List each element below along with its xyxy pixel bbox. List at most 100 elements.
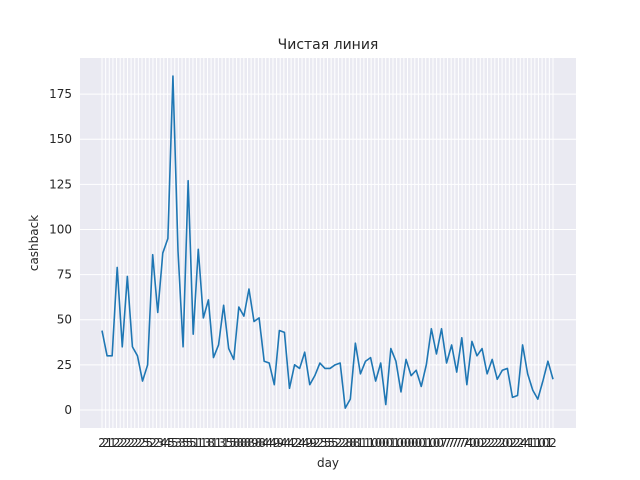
x-tick-label: 9 [276,436,284,450]
x-tick-label: 8 [353,436,361,450]
x-tick-label: 2 [335,436,343,450]
x-tick-label: 4 [262,436,270,450]
y-tick-label: 0 [64,403,72,417]
x-gridlines [101,58,554,428]
x-tick-label: 9 [305,436,313,450]
x-tick-label: 2 [116,436,124,450]
x-tick-label: 2 [313,436,321,450]
x-tick-label: 4 [287,436,295,450]
x-tick-label: 1 [393,436,401,450]
x-tick-label: 5 [324,436,332,450]
x-tick-label: 7 [451,436,459,450]
series-line [101,75,554,409]
x-tick-label: 2 [135,436,143,450]
x-tick-label: 8 [236,436,244,450]
x-tick-label: 1 [200,436,208,450]
x-tick-label: 8 [244,436,252,450]
x-tick-label: 5 [145,436,153,450]
x-tick-label: 2 [495,436,503,450]
x-tick-label: 0 [396,436,404,450]
x-tick-label: 0 [473,436,481,450]
x-tick-label: 2 [513,436,521,450]
x-tick-label: 0 [429,436,437,450]
x-tick-label: 7 [462,436,470,450]
y-gridlines [80,93,576,411]
x-tick-label: 4 [164,436,172,450]
x-tick-label: 0 [542,436,550,450]
chart-title: Чистая линия [278,37,379,53]
x-tick-label: 7 [455,436,463,450]
x-tick-label: 4 [284,436,292,450]
x-tick-label: 4 [160,436,168,450]
y-tick-label: 150 [49,132,72,146]
x-tick-label: 0 [433,436,441,450]
x-tick-label: 4 [269,436,277,450]
x-tick-label: 4 [524,436,532,450]
x-tick-label: 2 [127,436,135,450]
x-tick-label: 8 [240,436,248,450]
x-tick-label: 8 [207,436,215,450]
x-tick-label: 2 [509,436,517,450]
x-tick-label: 0 [375,436,383,450]
x-tick-label: 2 [487,436,495,450]
x-tick-label: 4 [280,436,288,450]
x-tick-label: 7 [440,436,448,450]
x-tick-label: 8 [255,436,263,450]
x-tick-label: 1 [364,436,372,450]
x-tick-label: 9 [273,436,281,450]
x-tick-label: 0 [411,436,419,450]
x-tick-label: 5 [171,436,179,450]
x-tick-label: 5 [320,436,328,450]
x-tick-label: 5 [185,436,193,450]
x-tick-label: 1 [356,436,364,450]
x-tick-label: 2 [484,436,492,450]
x-tick-label: 5 [331,436,339,450]
x-tick-label: 1 [527,436,535,450]
x-tick-label: 9 [309,436,317,450]
x-tick-label: 7 [458,436,466,450]
x-tick-label: 5 [229,436,237,450]
x-tick-label: 8 [346,436,354,450]
x-tick-label: 0 [415,436,423,450]
x-tick-label: 0 [371,436,379,450]
x-tick-label: 3 [175,436,183,450]
x-tick-label: 1 [367,436,375,450]
x-tick-label: 7 [444,436,452,450]
x-tick-label: 0 [418,436,426,450]
x-tick-label: 0 [436,436,444,450]
x-tick-label: 2 [98,436,106,450]
x-tick-label: 1 [360,436,368,450]
x-tick-label: 0 [476,436,484,450]
x-tick-label: 8 [349,436,357,450]
x-tick-label: 5 [167,436,175,450]
x-tick-label: 2 [549,436,557,450]
x-tick-label: 1 [222,436,230,450]
y-tick-label: 175 [49,87,72,101]
x-tick-label: 5 [182,436,190,450]
x-tick-label: 8 [258,436,266,450]
x-tick-label: 2 [498,436,506,450]
x-tick-labels: 2211222222225522344553355511138113155888… [98,436,557,450]
y-axis-label: cashback [27,215,41,271]
y-tick-labels: 0 25 50 75 100 125 150 175 [49,87,72,417]
x-tick-label: 2 [102,436,110,450]
x-tick-label: 1 [389,436,397,450]
x-tick-label: 9 [251,436,259,450]
x-tick-label: 5 [327,436,335,450]
x-tick-label: 5 [189,436,197,450]
x-tick-label: 1 [422,436,430,450]
x-tick-label: 1 [193,436,201,450]
x-tick-label: 8 [233,436,241,450]
x-tick-label: 0 [506,436,514,450]
x-tick-label: 0 [502,436,510,450]
x-tick-label: 2 [120,436,128,450]
x-tick-label: 1 [546,436,554,450]
x-tick-label: 2 [113,436,121,450]
x-tick-label: 4 [302,436,310,450]
x-tick-label: 0 [378,436,386,450]
y-tick-label: 125 [49,177,72,191]
y-tick-label: 50 [57,313,72,327]
x-tick-label: 1 [109,436,117,450]
x-tick-label: 4 [265,436,273,450]
